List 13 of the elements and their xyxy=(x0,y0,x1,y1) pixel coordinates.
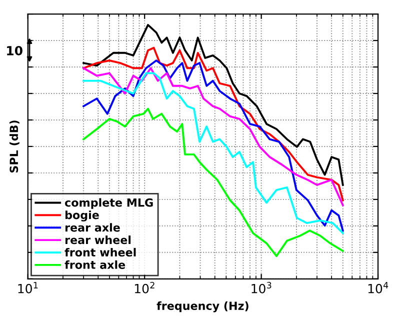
text: 10 xyxy=(7,46,22,56)
legend-label: rear wheel xyxy=(65,236,131,244)
legend-label: complete MLG xyxy=(65,198,153,209)
legend-label: front axle xyxy=(64,260,126,269)
x-tick-label: 10$^{4}$ xyxy=(368,282,388,294)
x-axis-title: frequency (Hz) xyxy=(156,301,248,312)
legend-label: front wheel xyxy=(64,248,136,257)
x-tick-label: 10$^{3}$ xyxy=(252,282,272,294)
x-tick-label: 10$^{2}$ xyxy=(134,282,154,294)
legend-label: rear axle xyxy=(65,223,120,232)
legend-label: bogie xyxy=(65,210,99,222)
x-tick-label: 10$^{1}$ xyxy=(18,282,38,294)
y-axis-title: SPL (dB) xyxy=(9,120,20,172)
